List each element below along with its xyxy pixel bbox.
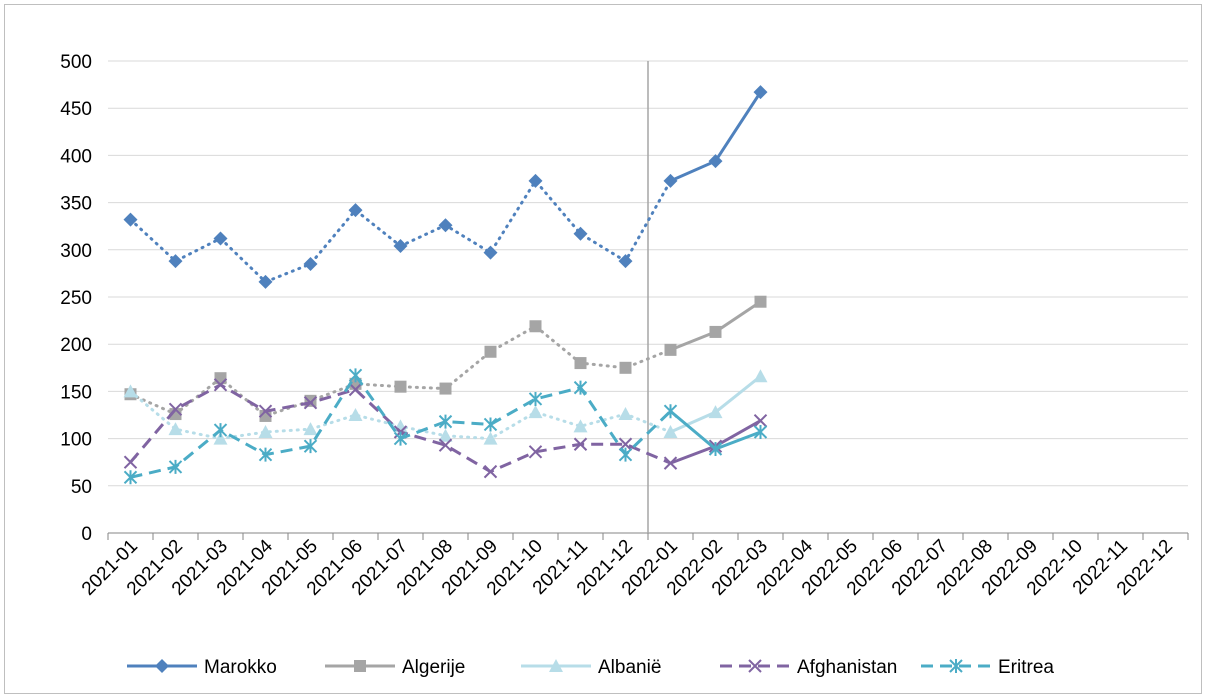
- data-point-afghanistan: [483, 464, 498, 479]
- data-point-algerije: [574, 357, 587, 370]
- data-point-afghanistan: [168, 402, 183, 417]
- y-tick-label: 50: [71, 477, 92, 498]
- data-point-eritrea: [483, 417, 498, 432]
- y-tick-label: 350: [60, 194, 92, 215]
- y-tick-label: 400: [60, 146, 92, 167]
- data-point-algerije: [439, 382, 452, 395]
- data-point-albani: [528, 405, 543, 419]
- series-line-marokko-2021: [129, 178, 672, 284]
- data-point-marokko: [393, 239, 408, 254]
- legend-label-eritrea: Eritrea: [998, 657, 1054, 678]
- data-point-afghanistan: [573, 437, 588, 451]
- data-point-albani: [618, 407, 633, 421]
- data-point-marokko: [573, 226, 588, 241]
- data-point-marokko: [168, 254, 183, 269]
- data-point-albani: [753, 369, 768, 383]
- data-point-albani: [258, 424, 273, 438]
- data-point-albani: [303, 422, 318, 436]
- y-tick-label: 200: [60, 335, 92, 356]
- legend-marker-marokko: [155, 659, 169, 673]
- data-point-albani: [573, 419, 588, 433]
- series-line-algerije-2022: [669, 300, 762, 352]
- data-point-albani: [123, 384, 138, 398]
- data-point-albani: [213, 431, 228, 445]
- chart-frame: [4, 4, 1202, 694]
- data-point-eritrea: [753, 424, 768, 439]
- data-point-albani: [438, 428, 453, 442]
- legend-label-afghanistan: Afghanistan: [797, 657, 897, 678]
- data-point-afghanistan: [438, 438, 453, 452]
- data-point-marokko: [213, 231, 228, 246]
- data-point-eritrea: [123, 470, 138, 485]
- y-tick-label: 250: [60, 288, 92, 309]
- data-point-eritrea: [528, 391, 543, 406]
- y-tick-label: 300: [60, 241, 92, 262]
- data-point-marokko: [258, 274, 273, 289]
- data-point-afghanistan: [213, 378, 228, 392]
- data-point-marokko: [483, 245, 498, 260]
- data-point-albani: [168, 422, 183, 436]
- data-point-algerije: [754, 295, 767, 308]
- data-point-marokko: [123, 212, 138, 227]
- legend-label-albani: Albanië: [598, 657, 661, 678]
- data-point-algerije: [709, 325, 722, 338]
- legend-label-algerije: Algerije: [402, 657, 465, 678]
- data-point-eritrea: [573, 380, 588, 395]
- data-point-afghanistan: [528, 445, 543, 459]
- data-point-algerije: [619, 361, 632, 374]
- data-point-eritrea: [213, 423, 228, 438]
- data-point-afghanistan: [303, 396, 318, 410]
- legend-marker-eritrea: [949, 659, 963, 673]
- data-point-marokko: [438, 218, 453, 233]
- data-point-eritrea: [708, 441, 723, 456]
- data-point-algerije: [484, 345, 497, 358]
- data-point-eritrea: [663, 404, 678, 419]
- data-point-algerije: [214, 372, 227, 385]
- data-point-albani: [348, 408, 363, 421]
- data-point-afghanistan: [123, 455, 138, 469]
- data-point-eritrea: [348, 368, 363, 383]
- data-point-albani: [483, 431, 498, 445]
- y-tick-label: 0: [81, 524, 92, 545]
- data-point-albani: [663, 424, 678, 438]
- data-point-algerije: [664, 343, 677, 356]
- data-point-marokko: [348, 203, 363, 218]
- data-point-afghanistan: [663, 456, 678, 470]
- y-tick-label: 450: [60, 99, 92, 120]
- data-point-marokko: [708, 154, 723, 169]
- y-tick-label: 150: [60, 382, 92, 403]
- data-point-marokko: [663, 173, 678, 188]
- data-point-marokko: [303, 256, 318, 271]
- data-point-marokko: [528, 173, 543, 188]
- data-point-algerije: [394, 380, 407, 393]
- y-tick-label: 100: [60, 430, 92, 451]
- data-point-afghanistan: [258, 404, 273, 418]
- data-point-afghanistan: [348, 382, 363, 397]
- data-point-eritrea: [618, 447, 633, 462]
- data-point-eritrea: [258, 447, 273, 462]
- data-point-eritrea: [168, 459, 183, 474]
- data-point-afghanistan: [753, 413, 768, 428]
- legend-marker-algerije: [354, 660, 366, 672]
- legend-label-marokko: Marokko: [204, 657, 277, 678]
- y-tick-label: 500: [60, 52, 92, 73]
- data-point-eritrea: [438, 414, 453, 429]
- legend-marker-afghanistan: [748, 659, 762, 673]
- data-point-eritrea: [393, 431, 408, 446]
- data-point-eritrea: [303, 439, 318, 454]
- data-point-algerije: [529, 320, 542, 333]
- data-point-albani: [708, 405, 723, 419]
- legend-marker-albani: [549, 659, 563, 672]
- data-point-marokko: [618, 254, 633, 269]
- data-point-marokko: [753, 85, 768, 100]
